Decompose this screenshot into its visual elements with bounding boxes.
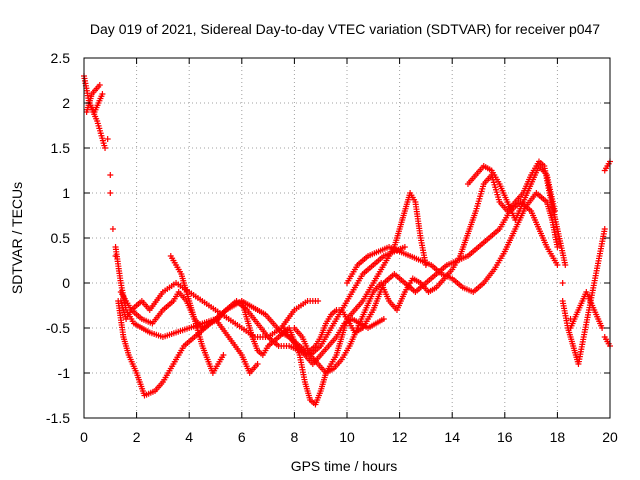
y-tick-label: -0.5	[46, 320, 70, 336]
x-tick-label: 6	[238, 429, 246, 445]
data-point	[601, 226, 608, 232]
x-tick-label: 2	[133, 429, 141, 445]
x-tick-label: 8	[291, 429, 299, 445]
series-arc-7	[280, 199, 561, 354]
series-arc-10	[464, 163, 606, 331]
data-point	[109, 226, 116, 232]
series-arc-1	[81, 73, 322, 340]
y-tick-label: 0	[62, 275, 70, 291]
series-arc-6	[238, 190, 429, 408]
x-tick-label: 18	[550, 429, 566, 445]
x-tick-label: 4	[185, 429, 193, 445]
data-point	[554, 244, 561, 250]
data-point	[107, 190, 114, 196]
x-tick-label: 10	[339, 429, 355, 445]
data-points	[81, 73, 613, 408]
x-axis-label: GPS time / hours	[291, 458, 398, 474]
data-point	[380, 316, 387, 322]
data-point	[562, 262, 569, 268]
data-point	[315, 298, 322, 304]
y-tick-label: 1	[62, 185, 70, 201]
y-tick-label: 2.5	[51, 50, 71, 66]
x-tick-label: 16	[497, 429, 513, 445]
data-point	[551, 208, 558, 214]
y-tick-label: -1	[58, 365, 71, 381]
y-tick-label: 2	[62, 95, 70, 111]
series-arc-5	[167, 253, 227, 376]
series-arc-9	[344, 190, 608, 367]
data-point	[104, 136, 111, 142]
x-tick-label: 12	[392, 429, 408, 445]
x-tick-label: 14	[444, 429, 460, 445]
x-tick-label: 20	[602, 429, 618, 445]
chart-title: Day 019 of 2021, Sidereal Day-to-day VTE…	[90, 21, 600, 37]
data-point	[96, 82, 103, 88]
data-point	[559, 280, 566, 286]
axis-tick-labels: 0 2 4 6 8 10 12 14 16 18 20 -1.5 -1 -0.5 0 0.5 1 1.5 2 2.5	[46, 50, 618, 445]
data-point	[99, 91, 106, 97]
data-point	[107, 172, 114, 178]
data-point	[254, 361, 261, 367]
data-point	[401, 244, 408, 250]
y-tick-label: -1.5	[46, 410, 70, 426]
y-axis-label: SDTVAR / TECUs	[9, 182, 25, 294]
data-point	[102, 145, 109, 151]
data-point	[554, 262, 561, 268]
axis-ticks	[83, 57, 611, 419]
x-tick-label: 0	[80, 429, 88, 445]
data-point	[220, 352, 227, 358]
y-tick-label: 0.5	[51, 230, 71, 246]
y-tick-label: 1.5	[51, 140, 71, 156]
